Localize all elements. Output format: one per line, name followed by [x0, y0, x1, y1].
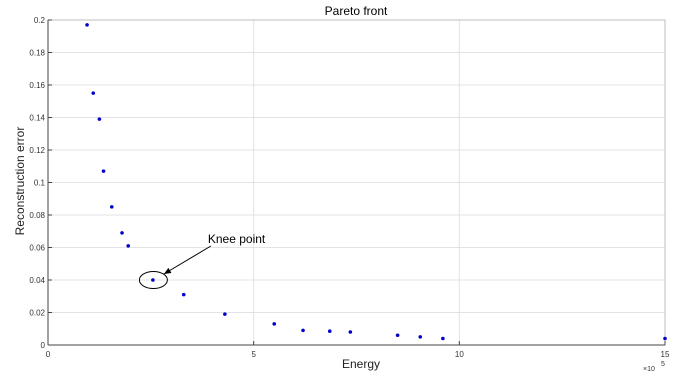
knee-point-annotation: Knee point: [138, 232, 266, 289]
data-point: [151, 278, 155, 282]
data-point: [663, 336, 667, 341]
knee-point-label: Knee point: [208, 232, 266, 246]
x-tick-label: 5: [251, 350, 256, 359]
y-tick-label: 0.16: [29, 81, 45, 90]
data-point: [418, 335, 423, 339]
x-tick-label: 15: [661, 350, 670, 359]
data-point: [327, 329, 332, 333]
y-tick-label: 0.14: [29, 114, 45, 123]
y-tick-label: 0.18: [29, 49, 45, 58]
data-point: [301, 328, 305, 333]
data-point: [109, 205, 114, 209]
data-points: [85, 23, 667, 341]
y-tick-label: 0.08: [29, 211, 45, 220]
data-point: [348, 330, 353, 334]
data-point: [272, 322, 277, 326]
y-tick-label: 0.02: [29, 309, 45, 318]
y-axis-label: Reconstruction error: [13, 127, 27, 236]
data-point: [120, 231, 124, 235]
y-tick-label: 0: [41, 341, 46, 350]
data-point: [91, 91, 96, 95]
data-point: [441, 336, 445, 341]
x-axis-label: Energy: [342, 357, 380, 371]
y-tick-label: 0.06: [29, 244, 45, 253]
knee-point-ellipse: [138, 271, 168, 289]
y-tick-label: 0.1: [34, 179, 46, 188]
data-point: [85, 23, 89, 27]
knee-point-arrow: [163, 245, 212, 275]
data-point: [101, 169, 106, 173]
x-axis-ticks: 0 5 10 15: [46, 341, 670, 359]
data-point: [97, 117, 102, 121]
data-point: [223, 312, 227, 316]
chart-title: Pareto front: [325, 4, 388, 18]
x-axis-multiplier: ×10: [643, 366, 655, 373]
x-axis-multiplier-exponent: 5: [661, 361, 665, 368]
x-tick-label: 0: [46, 350, 51, 359]
y-tick-label: 0.04: [29, 276, 45, 285]
data-point: [126, 244, 131, 248]
data-point: [395, 333, 400, 338]
y-axis-ticks: 0 0.02 0.04 0.06 0.08 0.1 0.12 0.14 0.16 0.18 0.2: [29, 16, 52, 350]
data-point: [181, 292, 186, 297]
x-tick-label: 10: [455, 350, 464, 359]
y-tick-label: 0.2: [34, 16, 46, 25]
knee-point-arrowhead: [163, 267, 172, 274]
grid-lines: [47, 19, 666, 346]
y-tick-label: 0.12: [29, 146, 45, 155]
